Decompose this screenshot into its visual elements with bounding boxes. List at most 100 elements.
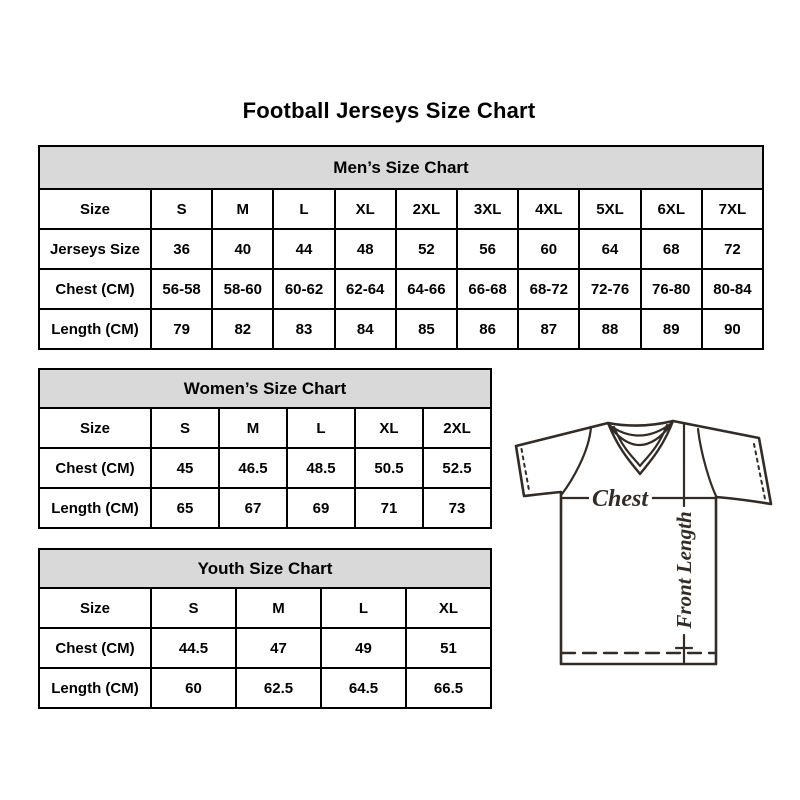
value-cell: 80-84	[713, 280, 752, 298]
row-header-cell: Chest (CM)	[40, 449, 152, 487]
table-row: Size S M L XL 2XL	[40, 409, 490, 449]
value-cell: 83	[274, 310, 336, 348]
value-cell: 40	[213, 230, 275, 268]
value-cell: 52.5	[442, 459, 472, 477]
value-cell: 6XL	[642, 190, 703, 228]
value-cell: 49	[322, 629, 407, 667]
value-cell: M	[237, 589, 322, 627]
youth-size-chart-table: Youth Size Chart Size S M L XL Chest (CM) 44.5…	[38, 548, 492, 709]
collar-inner-v	[612, 423, 669, 468]
womens-size-chart-table: Women’s Size Chart Size S M L XL 2XL Chest (CM…	[38, 368, 492, 529]
left-cuff-stitch-line	[520, 448, 531, 494]
row-header-cell: Length (CM)	[40, 489, 152, 527]
jersey-outline	[514, 419, 773, 666]
value-cell: 50.5	[356, 449, 424, 487]
table-row: Size S M L XL	[40, 589, 490, 629]
value-cell: 89	[642, 310, 703, 348]
womens-table-title: Women’s Size Chart	[40, 370, 490, 409]
value-cell: XL	[356, 409, 424, 447]
value-cell: 84	[336, 310, 397, 348]
value-cell: 60-62	[274, 270, 336, 308]
table-row: Length (CM) 65 67 69 71 73	[40, 489, 490, 527]
chest-label-backplate	[589, 483, 652, 511]
value-cell: 56	[458, 230, 520, 268]
table-row: Chest (CM) 56-58 58-60 60-62 62-64 64-66 66-68…	[40, 270, 762, 310]
value-cell: 60	[519, 230, 581, 268]
value-cell: S	[152, 409, 220, 447]
value-cell: 58-60	[213, 270, 275, 308]
value-cell: 51	[440, 639, 457, 657]
value-cell: S	[152, 190, 214, 228]
table-row: Size S M L XL 2XL 3XL 4XL 5XL 6XL 7XL	[40, 190, 762, 230]
value-cell: 47	[237, 629, 322, 667]
value-cell: 60	[152, 669, 237, 707]
row-header-cell: Size	[40, 190, 152, 228]
right-armhole-seam	[696, 427, 718, 498]
value-cell: 72	[724, 240, 741, 258]
table-row: Chest (CM) 44.5 47 49 51	[40, 629, 490, 669]
value-cell: 5XL	[580, 190, 642, 228]
row-header-cell: Size	[40, 589, 152, 627]
value-cell: 88	[580, 310, 642, 348]
value-cell: L	[288, 409, 356, 447]
value-cell: M	[220, 409, 288, 447]
row-header-cell: Length (CM)	[40, 669, 152, 707]
value-cell: 64.5	[322, 669, 407, 707]
value-cell: 56-58	[152, 270, 214, 308]
value-cell: 64	[580, 230, 642, 268]
youth-table-body: Size S M L XL Chest (CM) 44.5 47 49 51 Length (CM)…	[40, 589, 490, 707]
value-cell: XL	[438, 599, 459, 617]
value-cell: 3XL	[458, 190, 520, 228]
value-cell: 68-72	[519, 270, 581, 308]
chest-label: Chest	[592, 486, 649, 512]
front-length-label: Front Length	[672, 511, 696, 629]
value-cell: M	[213, 190, 275, 228]
value-cell: 52	[397, 230, 459, 268]
row-header-cell: Size	[40, 409, 152, 447]
value-cell: 71	[356, 489, 424, 527]
row-header-cell: Length (CM)	[40, 310, 152, 348]
value-cell: 48.5	[288, 449, 356, 487]
mens-table-title: Men’s Size Chart	[40, 147, 762, 190]
value-cell: 62-64	[336, 270, 397, 308]
table-row: Length (CM) 60 62.5 64.5 66.5	[40, 669, 490, 707]
table-row: Chest (CM) 45 46.5 48.5 50.5 52.5	[40, 449, 490, 489]
value-cell: 46.5	[220, 449, 288, 487]
value-cell: 69	[288, 489, 356, 527]
value-cell: 65	[152, 489, 220, 527]
value-cell: 2XL	[443, 419, 471, 437]
womens-table-body: Size S M L XL 2XL Chest (CM) 45 46.5 48.5 50.5 52.5…	[40, 409, 490, 527]
mens-size-chart-table: Men’s Size Chart Size S M L XL 2XL 3XL 4XL 5XL 6X…	[38, 145, 764, 350]
value-cell: 87	[519, 310, 581, 348]
value-cell: 64-66	[397, 270, 459, 308]
row-header-cell: Chest (CM)	[40, 270, 152, 308]
value-cell: 44	[274, 230, 336, 268]
value-cell: 90	[724, 320, 741, 338]
value-cell: L	[322, 589, 407, 627]
jersey-measurement-diagram: Chest Front Length	[514, 419, 773, 666]
value-cell: 73	[448, 499, 466, 517]
row-header-cell: Chest (CM)	[40, 629, 152, 667]
value-cell: 7XL	[718, 200, 747, 218]
value-cell: 68	[642, 230, 703, 268]
table-row: Jerseys Size 36 40 44 48 52 56 60 64 68 72	[40, 230, 762, 270]
right-cuff-stitch-line	[753, 443, 766, 500]
page-title: Football Jerseys Size Chart	[242, 98, 536, 123]
value-cell: 67	[220, 489, 288, 527]
row-header-cell: Jerseys Size	[40, 230, 152, 268]
value-cell: 36	[152, 230, 214, 268]
value-cell: XL	[336, 190, 397, 228]
value-cell: 72-76	[580, 270, 642, 308]
value-cell: 86	[458, 310, 520, 348]
value-cell: 48	[336, 230, 397, 268]
value-cell: 76-80	[642, 270, 703, 308]
value-cell: 85	[397, 310, 459, 348]
value-cell: 79	[152, 310, 214, 348]
value-cell: S	[152, 589, 237, 627]
youth-table-title: Youth Size Chart	[40, 550, 490, 589]
value-cell: 4XL	[519, 190, 581, 228]
value-cell: 2XL	[397, 190, 459, 228]
value-cell: 66.5	[433, 679, 464, 697]
mens-table-body: Size S M L XL 2XL 3XL 4XL 5XL 6XL 7XL Jerseys Size 3…	[40, 190, 762, 348]
